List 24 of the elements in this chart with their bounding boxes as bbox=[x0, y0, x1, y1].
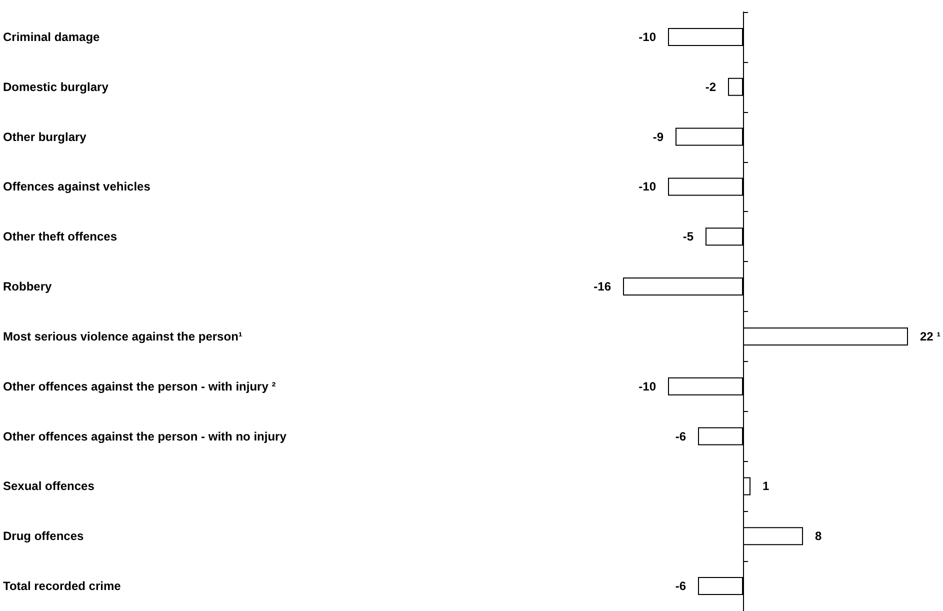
y-tick-label: Sexual offences bbox=[3, 479, 95, 494]
data-label: -9 bbox=[652, 130, 664, 144]
y-tick-label: Offences against vehicles bbox=[3, 180, 151, 194]
y-tick-label: Other offences against the person - with no injury bbox=[3, 429, 287, 444]
y-tick-label: Total recorded crime bbox=[3, 579, 122, 594]
data-label: -2 bbox=[705, 80, 716, 94]
y-tick-label: Robbery bbox=[3, 280, 52, 294]
data-label: -10 bbox=[638, 379, 656, 394]
y-tick-label: Criminal damage bbox=[3, 30, 100, 44]
data-label: 8 bbox=[815, 529, 822, 544]
data-label: 1 bbox=[762, 479, 770, 494]
data-label: -10 bbox=[638, 180, 656, 194]
data-label: -6 bbox=[675, 579, 686, 594]
data-label: -5 bbox=[682, 230, 694, 244]
y-tick-label: Drug offences bbox=[3, 529, 84, 544]
y-tick-label: Other theft offences bbox=[3, 230, 118, 244]
data-label: -10 bbox=[638, 30, 656, 44]
y-tick-label: Most serious violence against the person¹ bbox=[3, 329, 242, 344]
y-tick-label: Domestic burglary bbox=[3, 80, 109, 94]
data-label: -16 bbox=[594, 280, 612, 294]
y-tick-label: Other offences against the person - with injury ² bbox=[3, 379, 276, 394]
data-label: -6 bbox=[675, 429, 686, 444]
data-label: 22 ¹ bbox=[920, 329, 941, 344]
y-tick-label: Other burglary bbox=[3, 130, 87, 144]
